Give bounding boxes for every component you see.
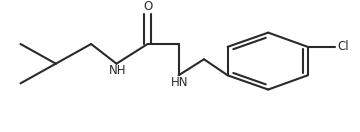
Text: Cl: Cl	[337, 40, 348, 53]
Text: HN: HN	[171, 76, 188, 89]
Text: NH: NH	[108, 64, 126, 77]
Text: O: O	[143, 0, 152, 13]
